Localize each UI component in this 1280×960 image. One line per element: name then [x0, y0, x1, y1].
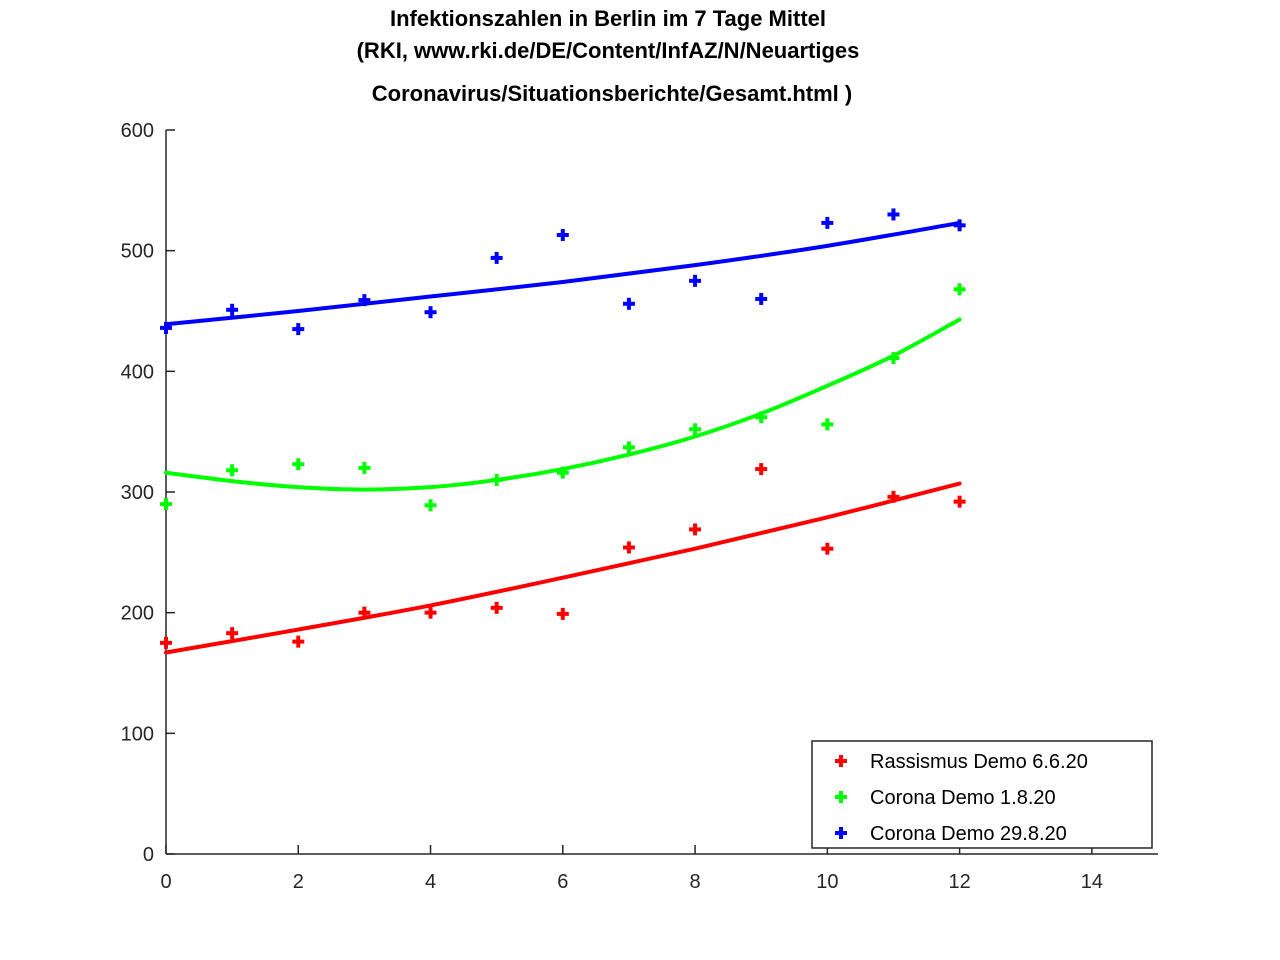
legend-marker	[835, 827, 847, 839]
y-tick-label: 200	[121, 603, 154, 625]
x-tick-label: 4	[425, 871, 436, 893]
x-tick-label: 12	[948, 871, 970, 893]
data-point-series-1	[358, 606, 371, 619]
data-point-series-1	[292, 635, 305, 648]
data-point-series-2	[160, 498, 172, 511]
y-tick-label: 0	[143, 844, 154, 866]
y-tick-label: 100	[121, 723, 154, 745]
legend-label: Corona Demo 1.8.20	[870, 787, 1056, 809]
y-tick-label: 500	[121, 241, 154, 263]
title-line-1: Infektionszahlen in Berlin im 7 Tage Mit…	[390, 6, 826, 31]
data-point-series-2	[953, 283, 966, 296]
data-point-series-3	[358, 294, 371, 307]
data-point-series-2	[755, 411, 768, 424]
data-point-series-3	[226, 303, 239, 316]
data-point-series-3	[887, 208, 900, 221]
title-line-2: (RKI, www.rki.de/DE/Content/InfAZ/N/Neua…	[357, 38, 860, 63]
fit-curve-series-2	[164, 317, 962, 492]
y-tick-label: 400	[121, 361, 154, 383]
data-point-series-3	[755, 292, 768, 305]
x-tick-label: 0	[160, 871, 171, 893]
axes: 0 100 200 300 400 500 600 0 2 4 6 8 10 12 14	[121, 120, 1158, 893]
x-tick-label: 14	[1081, 871, 1103, 893]
data-point-series-3	[556, 228, 569, 241]
data-point-series-2	[490, 473, 503, 486]
data-point-series-1	[556, 607, 569, 620]
x-tick-label: 2	[293, 871, 304, 893]
data-point-series-2	[887, 352, 900, 365]
fit-curve-series-1	[164, 481, 962, 655]
y-tick-label: 600	[121, 120, 154, 142]
data-point-series-2	[689, 423, 702, 436]
x-tick-label: 8	[690, 871, 701, 893]
y-tick-label: 300	[121, 482, 154, 504]
data-point-series-3	[622, 297, 635, 310]
data-point-series-2	[226, 464, 239, 477]
chart-title: Infektionszahlen in Berlin im 7 Tage Mit…	[357, 6, 860, 106]
data-point-series-3	[953, 219, 966, 232]
legend-label: Corona Demo 29.8.20	[870, 823, 1067, 845]
data-point-series-1	[622, 541, 635, 554]
data-point-series-1	[821, 542, 834, 555]
data-point-series-3	[490, 251, 503, 264]
data-point-series-2	[292, 458, 305, 471]
data-point-series-1	[160, 636, 172, 649]
data-point-series-3	[821, 216, 834, 229]
data-point-series-3	[160, 321, 172, 334]
x-tick-label: 10	[816, 871, 838, 893]
legend-label: Rassismus Demo 6.6.20	[870, 751, 1088, 773]
title-line-3: Coronavirus/Situationsberichte/Gesamt.ht…	[372, 81, 852, 106]
data-point-series-3	[689, 274, 702, 287]
fit-curve-series-3	[164, 220, 962, 327]
fit-curves	[164, 220, 962, 655]
x-tick-label: 6	[557, 871, 568, 893]
legend-box	[811, 740, 1153, 849]
data-point-series-2	[424, 499, 437, 512]
data-point-series-2	[358, 461, 371, 474]
data-point-series-1	[689, 523, 702, 536]
data-points	[160, 208, 966, 649]
legend-marker	[835, 755, 847, 767]
legend-marker	[835, 791, 847, 803]
data-point-series-3	[292, 323, 305, 336]
data-point-series-1	[953, 495, 966, 508]
data-point-series-1	[755, 463, 768, 476]
data-point-series-1	[887, 490, 900, 503]
legend: Rassismus Demo 6.6.20 Corona Demo 1.8.20 C…	[811, 740, 1153, 849]
data-point-series-1	[226, 627, 239, 640]
data-point-series-2	[821, 418, 834, 431]
data-point-series-1	[424, 606, 437, 619]
data-point-series-3	[424, 306, 437, 319]
data-point-series-1	[490, 601, 503, 614]
data-point-series-2	[622, 441, 635, 454]
data-point-series-2	[556, 466, 569, 479]
